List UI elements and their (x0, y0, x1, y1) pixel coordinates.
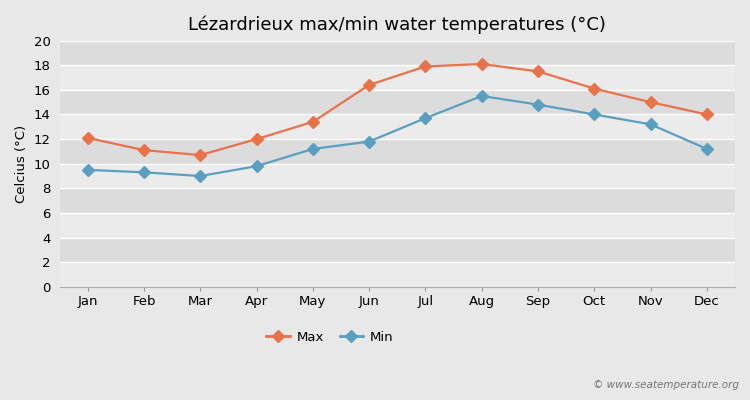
Y-axis label: Celcius (°C): Celcius (°C) (15, 125, 28, 203)
Max (646, 100, 655, 104)
Line: Min: Min (83, 92, 711, 180)
Bar (59, 139, 735, 164)
Max (590, 86, 598, 91)
Max (421, 64, 430, 69)
Min (308, 146, 317, 151)
Bar (59, 90, 735, 114)
Max (702, 112, 711, 117)
Max (308, 120, 317, 124)
Bar (59, 238, 735, 262)
Bar (59, 164, 735, 188)
Max (364, 82, 374, 87)
Title: Lézardrieux max/min water temperatures (°C): Lézardrieux max/min water temperatures (… (188, 15, 606, 34)
Min (196, 174, 205, 178)
Text: © www.seatemperature.org: © www.seatemperature.org (592, 380, 739, 390)
Min (702, 146, 711, 151)
Min (252, 164, 261, 168)
Line: Max: Max (83, 60, 711, 159)
Min (477, 94, 486, 98)
Bar (59, 188, 735, 213)
Max (140, 148, 148, 152)
Max (252, 137, 261, 142)
Min (590, 112, 598, 117)
Bar (59, 213, 735, 238)
Min (646, 122, 655, 127)
Min (364, 139, 374, 144)
Max (83, 136, 92, 140)
Max (533, 69, 542, 74)
Bar (59, 114, 735, 139)
Min (421, 116, 430, 120)
Min (140, 170, 148, 175)
Bar (59, 262, 735, 287)
Max (477, 62, 486, 66)
Bar (59, 41, 735, 65)
Bar (59, 65, 735, 90)
Max (196, 153, 205, 158)
Legend: Max, Min: Max, Min (261, 326, 399, 349)
Min (83, 168, 92, 172)
Min (533, 102, 542, 107)
